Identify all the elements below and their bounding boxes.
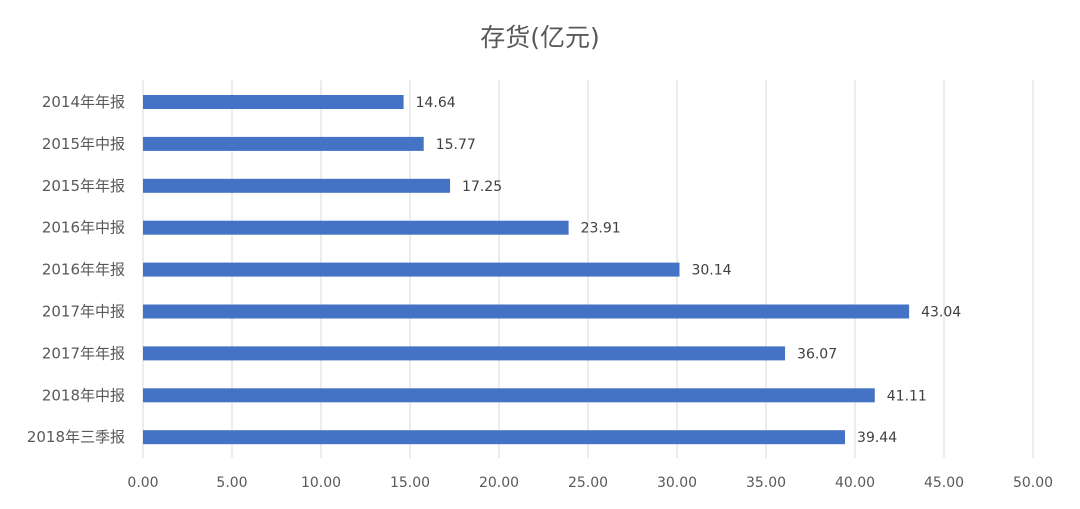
data-label: 15.77 — [436, 137, 476, 153]
category-label: 2015年年报 — [42, 177, 125, 195]
category-label: 2014年年报 — [42, 93, 125, 111]
data-label: 17.25 — [462, 179, 502, 195]
x-tick-label: 10.00 — [301, 475, 341, 491]
bar — [143, 430, 846, 445]
bar — [143, 136, 424, 151]
x-tick-label: 0.00 — [127, 475, 158, 491]
bars — [143, 95, 910, 445]
data-label: 39.44 — [857, 430, 897, 446]
category-label: 2017年中报 — [42, 303, 125, 321]
x-axis-tick-labels: 0.00 5.00 10.00 15.00 20.00 25.00 30.00 35.00 40… — [127, 475, 1053, 491]
x-tick-label: 35.00 — [746, 475, 786, 491]
category-label: 2018年中报 — [42, 386, 125, 404]
x-tick-label: 5.00 — [216, 475, 247, 491]
category-labels: 2014年年报 2015年中报 2015年年报 2016年中报 2016年年报 2017年… — [27, 93, 125, 446]
data-label: 14.64 — [416, 95, 456, 111]
bar — [143, 304, 910, 319]
data-labels: 14.64 15.77 17.25 23.91 30.14 43.04 36.07 41.11… — [416, 95, 962, 446]
bar — [143, 95, 404, 109]
category-label: 2016年年报 — [42, 261, 125, 279]
x-tick-label: 15.00 — [390, 475, 430, 491]
x-tick-label: 25.00 — [568, 475, 608, 491]
category-label: 2015年中报 — [42, 135, 125, 153]
x-tick-label: 20.00 — [479, 475, 519, 491]
bar — [143, 220, 569, 235]
data-label: 23.91 — [581, 221, 621, 237]
category-label: 2018年三季报 — [27, 428, 125, 446]
x-tick-label: 45.00 — [924, 475, 964, 491]
data-label: 41.11 — [887, 388, 927, 404]
x-tick-label: 40.00 — [835, 475, 875, 491]
x-tick-label: 50.00 — [1013, 475, 1053, 491]
bar — [143, 178, 451, 193]
bar — [143, 388, 875, 403]
chart-title: 存货(亿元) — [480, 23, 600, 52]
data-label: 43.04 — [921, 305, 961, 321]
data-label: 30.14 — [691, 263, 731, 279]
bar — [143, 346, 786, 361]
category-label: 2017年年报 — [42, 344, 125, 362]
x-tick-label: 30.00 — [657, 475, 697, 491]
data-label: 36.07 — [797, 346, 837, 362]
category-label: 2016年中报 — [42, 219, 125, 237]
bar — [143, 262, 680, 277]
